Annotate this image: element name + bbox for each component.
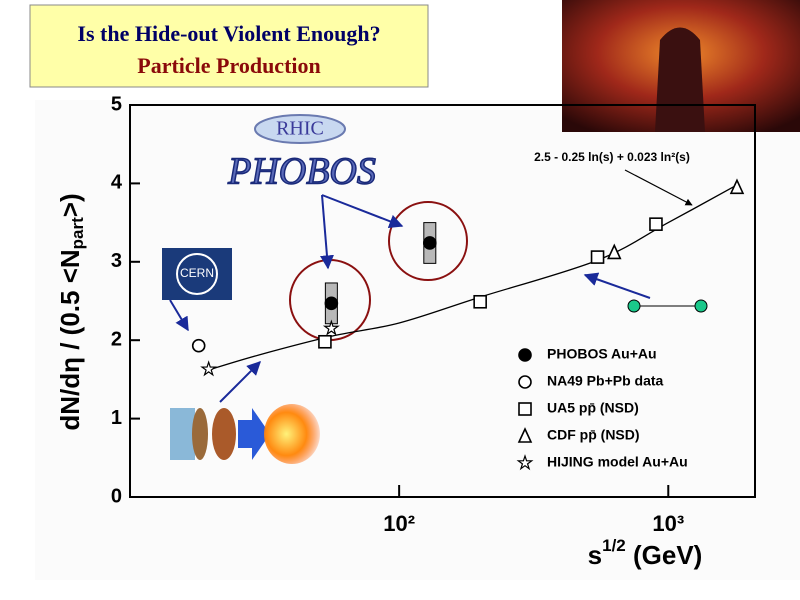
- annotation-arrow: [624, 169, 693, 206]
- y-axis-label: dN/dη / (0.5 <Npart>): [55, 193, 88, 430]
- cern-logo: [162, 248, 232, 300]
- pointer-arrow: [319, 194, 334, 270]
- x-tick-label: 10³: [652, 511, 684, 536]
- cern-logo-text: CERN: [180, 266, 214, 280]
- phobos-logo: PHOBOS: [227, 151, 376, 193]
- title-box: [29, 4, 429, 88]
- x-label-sup: 1/2: [602, 536, 626, 555]
- green-dot: [627, 299, 641, 313]
- legend-marker: [518, 375, 532, 389]
- legend-label: UA5 pp̄ (NSD): [547, 400, 639, 416]
- legend-label: HIJING model Au+Au: [547, 454, 688, 470]
- legend-marker: [516, 454, 534, 471]
- y-label-main: dN/dη / (0.5 <N: [55, 249, 85, 430]
- data-point: [473, 294, 487, 309]
- y-tick-label: 0: [111, 485, 122, 507]
- nucleus-c: [212, 408, 236, 460]
- highlight-circle: [388, 201, 468, 281]
- y-tick-label: 2: [111, 328, 122, 350]
- fireball: [264, 404, 320, 464]
- legend-label: PHOBOS Au+Au: [547, 346, 657, 362]
- cern-ring: [176, 253, 218, 295]
- pointer-arrow: [583, 272, 651, 299]
- data-point: [729, 178, 745, 195]
- slide-title: Is the Hide-out Violent Enough?: [77, 21, 380, 46]
- legend-marker: [518, 348, 532, 362]
- data-point: [191, 338, 206, 353]
- collision-arrow: [238, 408, 270, 460]
- pointer-arrow: [321, 194, 404, 228]
- x-tick-label: 10²: [383, 511, 415, 536]
- data-point: [590, 250, 605, 264]
- data-point: [649, 217, 663, 231]
- plot-frame: [129, 104, 756, 498]
- y-label-sub: part: [68, 217, 87, 249]
- legend-label: CDF pp̄ (NSD): [547, 427, 640, 443]
- x-axis-label: s1/2 (GeV): [588, 536, 703, 569]
- pointer-arrow: [219, 361, 261, 403]
- data-point: [423, 236, 437, 250]
- legend-marker: [517, 427, 533, 443]
- legend-label: NA49 Pb+Pb data: [547, 373, 664, 389]
- nucleus-b: [192, 408, 208, 460]
- y-tick-label: 3: [111, 250, 122, 272]
- data-point: [318, 334, 332, 349]
- y-tick-label: 1: [111, 407, 122, 429]
- rhic-logo-text: RHIC: [276, 118, 324, 140]
- data-point: [324, 296, 339, 311]
- plot-background: [35, 100, 800, 580]
- fit-annotation: 2.5 - 0.25 ln(s) + 0.023 ln²(s): [534, 150, 690, 164]
- y-tick-label: 5: [111, 93, 122, 115]
- y-label-end: >): [55, 193, 85, 217]
- y-tick-label: 4: [111, 172, 123, 194]
- slide-subtitle: Particle Production: [137, 53, 321, 78]
- rhic-logo: [254, 114, 346, 144]
- x-label-main: s: [588, 540, 602, 570]
- chart: dN/dη / (0.5 <Npart>) s1/2 (GeV) 2.5 - 0…: [55, 104, 756, 570]
- nucleus-a: [170, 408, 195, 460]
- pointer-arrow: [169, 299, 189, 332]
- photo-figure: [655, 27, 705, 132]
- data-point: [322, 319, 340, 336]
- green-dot: [694, 299, 708, 313]
- x-label-end: (GeV): [626, 540, 703, 570]
- data-point: [200, 360, 218, 377]
- data-point: [607, 243, 622, 260]
- legend-marker: [518, 402, 532, 416]
